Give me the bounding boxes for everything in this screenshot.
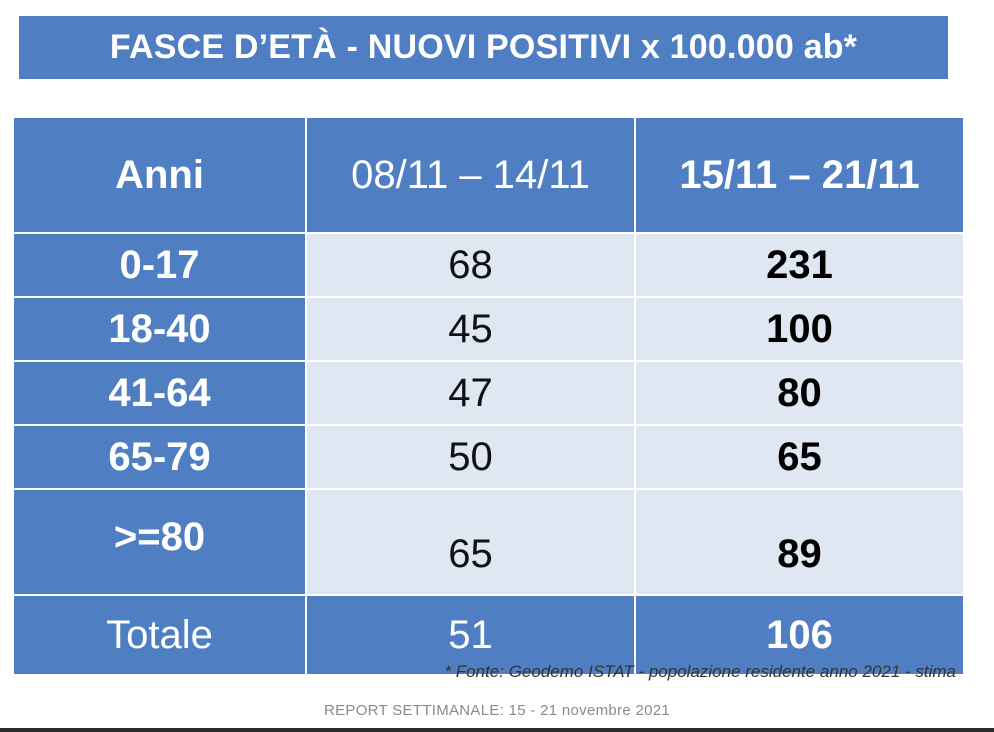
table-row: 0-17 68 231 (12, 232, 965, 298)
age-group-table: Anni 08/11 – 14/11 15/11 – 21/11 0-17 68… (12, 116, 965, 676)
week1-value: 68 (305, 232, 636, 298)
week1-value: 45 (305, 296, 636, 362)
table-row: >=80 65 89 (12, 488, 965, 596)
total-row: Totale 51 106 (12, 594, 965, 676)
week2-value: 231 (634, 232, 965, 298)
week2-value: 65 (634, 424, 965, 490)
report-footer: REPORT SETTIMANALE: 15 - 21 novembre 202… (323, 702, 671, 719)
column-header-week2: 15/11 – 21/11 (634, 116, 965, 234)
week1-value: 50 (305, 424, 636, 490)
age-label: >=80 (12, 488, 307, 596)
table-header-row: Anni 08/11 – 14/11 15/11 – 21/11 (12, 116, 965, 234)
table-row: 18-40 45 100 (12, 296, 965, 362)
column-header-week1: 08/11 – 14/11 (305, 116, 636, 234)
table-row: 41-64 47 80 (12, 360, 965, 426)
total-week1-value: 51 (305, 594, 636, 676)
week1-value: 65 (305, 488, 636, 596)
page-title: FASCE D’ETÀ - NUOVI POSITIVI x 100.000 a… (19, 16, 948, 79)
week2-value: 100 (634, 296, 965, 362)
source-footnote: * Fonte: Geodemo ISTAT - popolazione res… (444, 662, 956, 681)
table-row: 65-79 50 65 (12, 424, 965, 490)
age-label: 41-64 (12, 360, 307, 426)
week2-value: 89 (634, 488, 965, 596)
age-label: 65-79 (12, 424, 307, 490)
week1-value: 47 (305, 360, 636, 426)
week2-value: 80 (634, 360, 965, 426)
total-label: Totale (12, 594, 307, 676)
age-label: 18-40 (12, 296, 307, 362)
column-header-age: Anni (12, 116, 307, 234)
bottom-divider (0, 728, 994, 732)
age-label: 0-17 (12, 232, 307, 298)
total-week2-value: 106 (634, 594, 965, 676)
